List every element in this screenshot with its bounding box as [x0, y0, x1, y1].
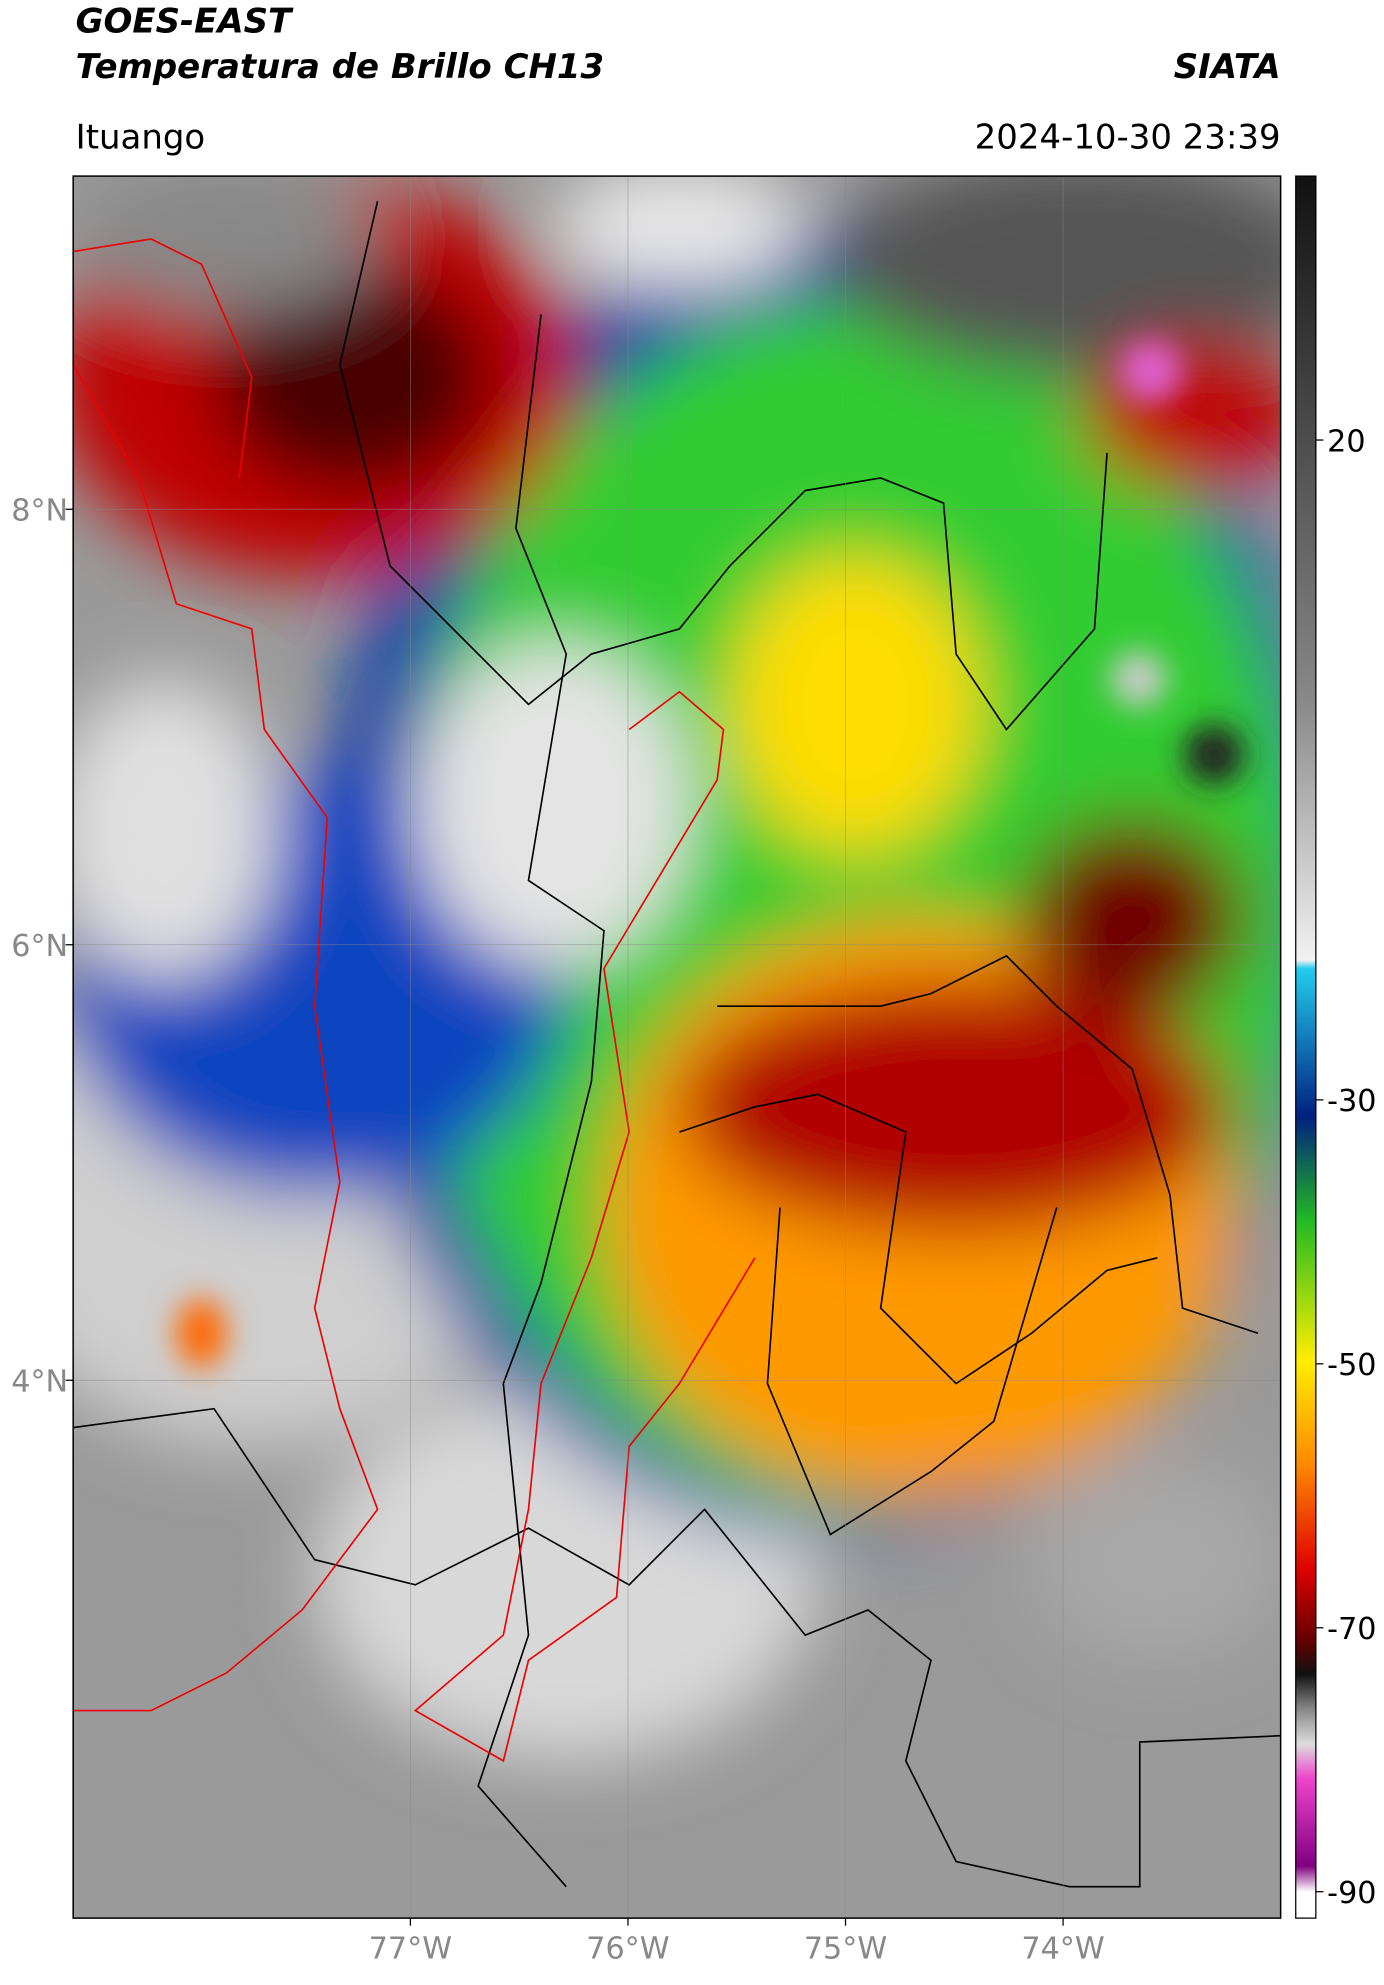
y-tick-label: 4°N	[11, 1365, 68, 1400]
y-tick-label: 6°N	[11, 929, 68, 964]
x-tick-label: 76°W	[586, 1931, 669, 1966]
colorbar-label: -90	[1327, 1876, 1376, 1911]
location: Ituango	[76, 117, 206, 157]
map-frame	[72, 175, 1282, 1919]
colorbar-label: -30	[1327, 1084, 1376, 1119]
colorbar-label: -70	[1327, 1612, 1376, 1647]
title: GOES-EAST	[76, 2, 294, 42]
subtitle: Temperatura de Brillo CH13	[76, 47, 604, 87]
x-tick-label: 74°W	[1021, 1931, 1104, 1966]
timestamp: 2024-10-30 23:39	[975, 117, 1281, 157]
graticule	[73, 176, 1281, 1919]
colorbar-label: -50	[1327, 1348, 1376, 1383]
x-tick-label: 75°W	[804, 1931, 887, 1966]
x-tick-label: 77°W	[369, 1931, 452, 1966]
satellite-image	[73, 176, 1281, 1919]
colorbar	[1295, 175, 1317, 1919]
y-tick-label: 8°N	[11, 494, 68, 529]
colorbar-label: 20	[1327, 424, 1365, 459]
source: SIATA	[1174, 47, 1281, 87]
